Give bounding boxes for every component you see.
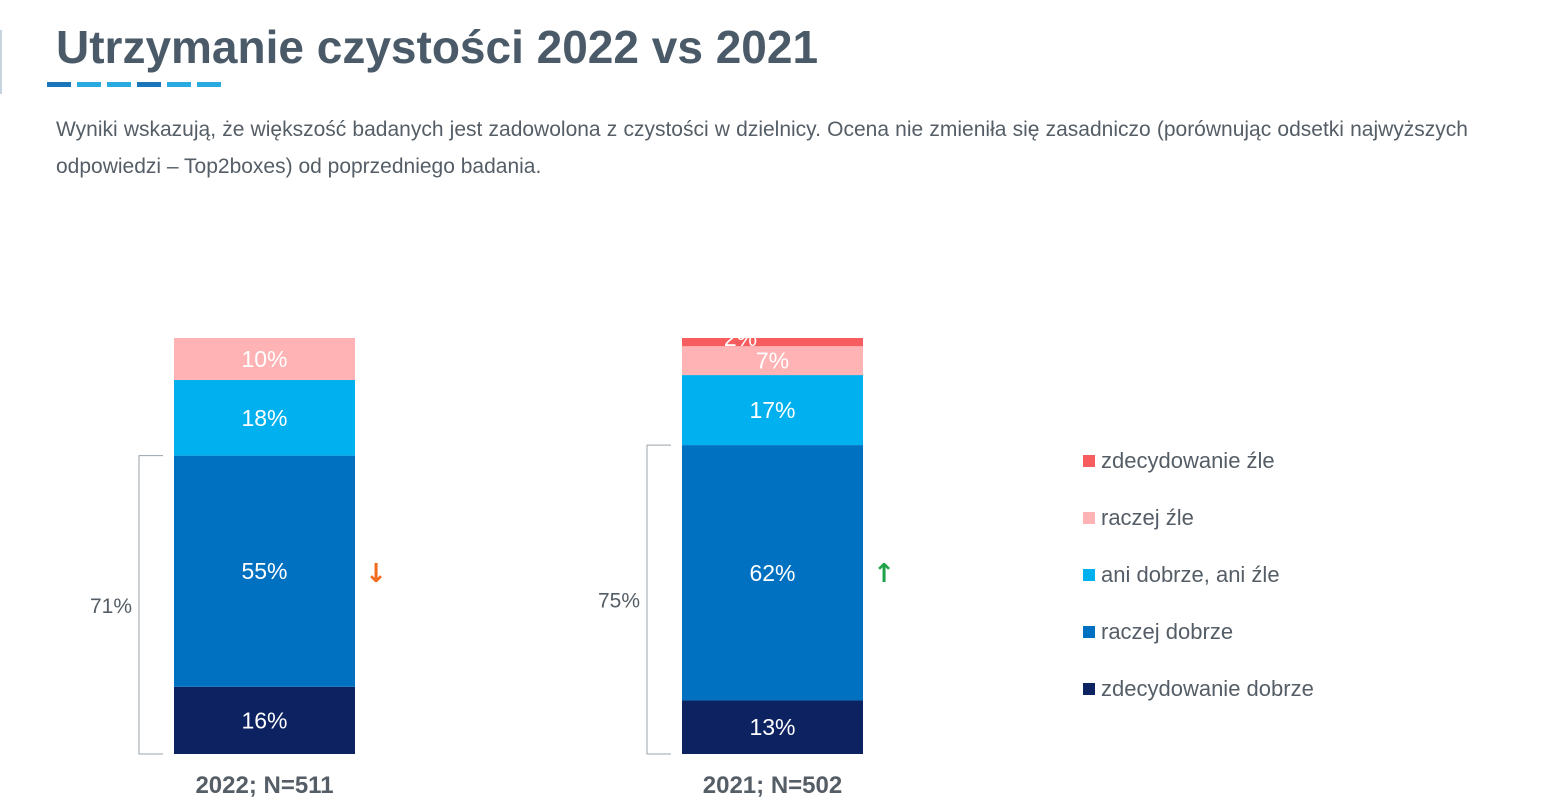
title-underline-dash [107, 82, 131, 87]
title-underline-dash [77, 82, 101, 87]
legend-swatch [1083, 625, 1095, 638]
top2boxes-bracket [646, 444, 671, 755]
category-label: 2021; N=502 [703, 772, 842, 799]
bar-segment-ani-dobrze-ani-zle [174, 380, 355, 456]
top2boxes-label: 75% [598, 590, 640, 613]
category-label: 2022; N=511 [195, 772, 333, 799]
top2boxes-bracket [138, 455, 163, 755]
bar-segment-raczej-dobrze [174, 455, 355, 687]
bar-segment-ani-dobrze-ani-zle [682, 375, 863, 446]
arrow-up-icon: ↑ [873, 559, 895, 589]
bar-segment-raczej-dobrze [682, 445, 863, 701]
legend-item-zdecydowanie-zle: zdecydowanie źle [1083, 432, 1314, 489]
bar-segment-zdecydowanie-dobrze [174, 686, 355, 754]
legend-item-raczej-dobrze: raczej dobrze [1083, 603, 1314, 660]
title-underline-dash [137, 82, 161, 87]
legend-label: raczej źle [1101, 504, 1194, 530]
bar-segment-zdecydowanie-dobrze [682, 700, 863, 754]
data-label: 17% [749, 397, 795, 423]
data-label: 55% [241, 558, 287, 584]
data-label: 7% [756, 348, 789, 374]
legend-label: zdecydowanie źle [1101, 447, 1275, 473]
legend-swatch [1083, 568, 1095, 581]
title-underline-dash [197, 82, 221, 87]
legend-label: ani dobrze, ani źle [1101, 561, 1280, 587]
data-label: 13% [749, 714, 795, 740]
top2boxes-label: 71% [90, 595, 132, 618]
legend-swatch [1083, 511, 1095, 524]
bar-segment-zdecydowanie-zle [682, 338, 863, 347]
slide-edge-marker [0, 30, 2, 94]
legend-item-raczej-zle: raczej źle [1083, 489, 1314, 546]
data-label: 10% [241, 346, 287, 372]
bar-segment-raczej-zle [174, 338, 355, 381]
title-underline [47, 82, 221, 87]
arrow-down-icon: ↓ [365, 559, 387, 589]
legend-label: zdecydowanie dobrze [1101, 675, 1314, 701]
legend-item-zdecydowanie-dobrze: zdecydowanie dobrze [1083, 660, 1314, 717]
data-label: 62% [749, 560, 795, 586]
chart-legend: zdecydowanie źle raczej źle ani dobrze, an… [1083, 432, 1314, 717]
data-label: 18% [241, 405, 287, 431]
data-label: 16% [241, 707, 287, 733]
legend-label: raczej dobrze [1101, 618, 1234, 644]
page-title: Utrzymanie czystości 2022 vs 2021 [56, 21, 819, 73]
legend-swatch [1083, 682, 1095, 695]
legend-item-ani-dobrze-ani-zle: ani dobrze, ani źle [1083, 546, 1314, 603]
bar-segment-raczej-zle [682, 346, 863, 376]
description-text: Wyniki wskazują, że większość badanych j… [56, 118, 1468, 178]
title-underline-dash [47, 82, 71, 87]
title-underline-dash [167, 82, 191, 87]
data-label: 2% [724, 325, 757, 351]
legend-swatch [1083, 454, 1095, 467]
